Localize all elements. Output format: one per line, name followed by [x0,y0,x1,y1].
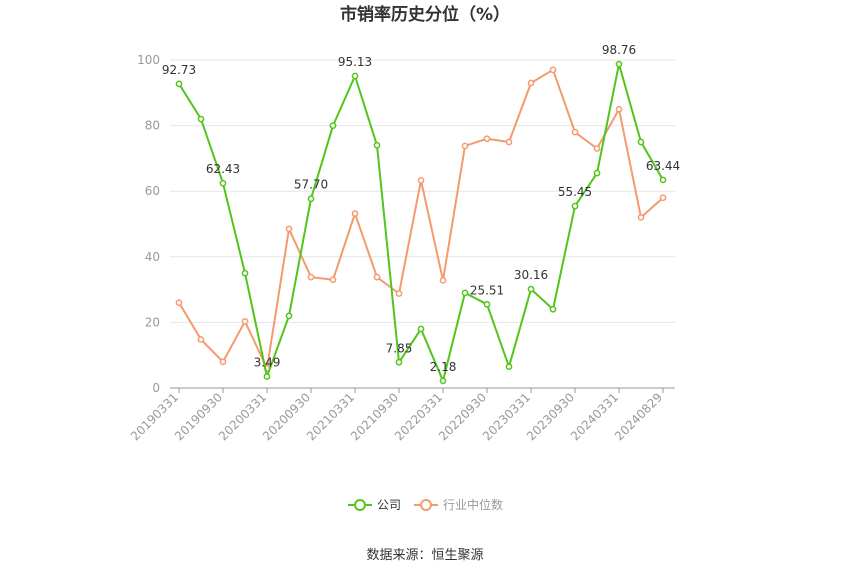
data-point [593,145,601,152]
legend: 公司 行业中位数 [348,497,503,512]
y-tick-label: 60 [145,184,160,198]
data-label: 57.70 [294,178,328,192]
data-point [615,105,623,113]
data-label: 63.44 [646,159,680,173]
data-point [549,66,557,74]
data-point [505,138,513,146]
data-point [219,358,227,366]
data-point [615,60,623,68]
data-point [175,80,183,88]
data-point [395,358,403,366]
data-point [197,115,205,123]
y-tick-label: 100 [137,53,160,67]
data-point [241,269,249,277]
data-point [263,373,271,380]
source-note: 数据来源：恒生聚源 [366,548,483,563]
data-point [483,300,491,308]
series-industry-median [175,66,667,372]
y-tick-label: 20 [145,315,160,329]
legend-label: 行业中位数 [443,497,503,512]
data-point [637,214,645,221]
data-point [285,225,293,233]
series-line [178,68,664,370]
data-point [351,210,359,217]
data-labels: 92.73 62.43 3.49 57.70 95.13 7.85 2.18 25.51 30.… [162,43,680,374]
data-point [659,176,667,184]
data-point [329,276,337,284]
data-point [505,363,513,371]
data-point [571,128,579,136]
data-point [461,289,469,297]
data-point [285,312,293,320]
x-axis: 2019033120190930202003312020093020210331… [128,387,675,443]
data-label: 7.85 [386,341,413,355]
data-label: 95.13 [338,55,372,69]
data-point [219,179,227,187]
y-tick-label: 80 [145,119,160,133]
data-point [637,138,645,146]
data-label: 2.18 [430,360,457,374]
x-tick-label: 20240829 [612,390,665,443]
data-point [571,202,579,210]
y-tick-label: 40 [145,250,160,264]
chart-title: 市销率历史分位（%） [340,4,510,25]
data-point [329,122,337,129]
data-point [373,141,381,149]
legend-item: 公司 [348,498,401,512]
data-label: 92.73 [162,63,196,77]
data-label: 55.45 [558,185,592,199]
data-label: 3.49 [254,356,281,370]
data-label: 98.76 [602,43,636,57]
y-axis: 0 20 40 60 80 100 [137,53,160,395]
data-point [461,142,469,150]
series-layer [175,60,667,385]
data-point [417,177,425,184]
data-point [373,273,381,281]
data-point [175,299,183,307]
legend-marker [420,499,432,511]
data-label: 30.16 [514,268,548,282]
data-label: 62.43 [206,162,240,176]
data-point [241,318,249,325]
legend-label: 公司 [377,498,401,512]
data-point [395,290,403,297]
data-point [527,285,535,293]
data-point [659,194,667,202]
data-label: 25.51 [470,283,504,297]
data-point [307,195,315,203]
data-point [527,79,535,87]
series-company [175,60,667,385]
data-point [439,377,447,385]
data-point [417,325,425,333]
legend-item: 行业中位数 [414,497,503,512]
data-point [549,305,557,313]
data-point [307,273,315,281]
data-point [439,277,447,284]
y-tick-label: 0 [152,381,160,395]
data-point [483,135,491,143]
data-point [197,336,205,343]
data-point [351,72,359,80]
data-point [593,169,601,177]
legend-marker [354,499,366,511]
